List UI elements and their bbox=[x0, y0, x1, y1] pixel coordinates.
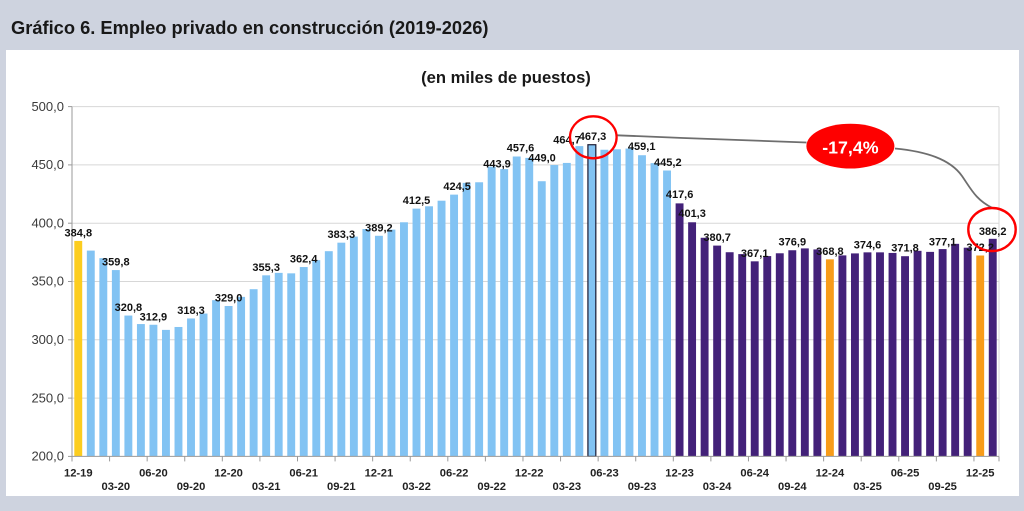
svg-text:467,3: 467,3 bbox=[579, 131, 607, 143]
svg-text:417,6: 417,6 bbox=[666, 189, 694, 201]
svg-text:03-20: 03-20 bbox=[101, 481, 130, 493]
svg-text:450,0: 450,0 bbox=[31, 157, 64, 172]
svg-text:464,7: 464,7 bbox=[553, 134, 581, 146]
svg-text:Gráfico 6. Empleo privado en c: Gráfico 6. Empleo privado en construcció… bbox=[11, 17, 489, 38]
svg-text:(en miles de puestos): (en miles de puestos) bbox=[421, 68, 591, 87]
svg-text:-17,4%: -17,4% bbox=[822, 137, 879, 157]
svg-text:459,1: 459,1 bbox=[628, 141, 656, 153]
svg-text:09-24: 09-24 bbox=[778, 481, 807, 493]
svg-text:250,0: 250,0 bbox=[31, 390, 64, 405]
svg-text:424,5: 424,5 bbox=[443, 181, 471, 193]
svg-text:457,6: 457,6 bbox=[507, 143, 535, 155]
svg-text:09-21: 09-21 bbox=[327, 481, 356, 493]
svg-text:03-24: 03-24 bbox=[703, 481, 732, 493]
svg-text:12-19: 12-19 bbox=[64, 468, 93, 480]
svg-text:376,9: 376,9 bbox=[779, 237, 807, 249]
svg-text:318,3: 318,3 bbox=[177, 305, 205, 317]
svg-text:384,8: 384,8 bbox=[65, 227, 93, 239]
svg-text:09-25: 09-25 bbox=[928, 481, 957, 493]
svg-text:300,0: 300,0 bbox=[31, 332, 64, 347]
svg-text:12-23: 12-23 bbox=[665, 468, 694, 480]
svg-text:09-22: 09-22 bbox=[477, 481, 506, 493]
svg-text:12-20: 12-20 bbox=[214, 468, 243, 480]
svg-text:445,2: 445,2 bbox=[654, 157, 682, 169]
svg-text:380,7: 380,7 bbox=[703, 232, 731, 244]
svg-text:09-20: 09-20 bbox=[177, 481, 206, 493]
svg-text:412,5: 412,5 bbox=[403, 195, 431, 207]
svg-text:320,8: 320,8 bbox=[115, 302, 143, 314]
svg-text:03-21: 03-21 bbox=[252, 481, 281, 493]
svg-text:355,3: 355,3 bbox=[252, 262, 280, 274]
svg-text:12-25: 12-25 bbox=[966, 468, 995, 480]
svg-text:443,9: 443,9 bbox=[483, 159, 511, 171]
svg-text:12-21: 12-21 bbox=[365, 468, 394, 480]
svg-text:350,0: 350,0 bbox=[31, 274, 64, 289]
svg-text:389,2: 389,2 bbox=[365, 222, 393, 234]
svg-text:06-23: 06-23 bbox=[590, 468, 619, 480]
svg-text:374,6: 374,6 bbox=[854, 239, 882, 251]
svg-text:449,0: 449,0 bbox=[528, 153, 556, 165]
svg-text:06-20: 06-20 bbox=[139, 468, 168, 480]
svg-text:383,3: 383,3 bbox=[328, 229, 356, 241]
svg-text:312,9: 312,9 bbox=[140, 311, 168, 323]
svg-text:371,8: 371,8 bbox=[891, 243, 919, 255]
svg-text:329,0: 329,0 bbox=[215, 293, 243, 305]
svg-text:400,0: 400,0 bbox=[31, 215, 64, 230]
svg-text:06-24: 06-24 bbox=[740, 468, 769, 480]
svg-text:12-22: 12-22 bbox=[515, 468, 544, 480]
svg-text:386,2: 386,2 bbox=[979, 226, 1007, 238]
svg-text:03-25: 03-25 bbox=[853, 481, 882, 493]
svg-text:200,0: 200,0 bbox=[31, 449, 64, 464]
svg-text:06-21: 06-21 bbox=[289, 468, 318, 480]
svg-text:362,4: 362,4 bbox=[290, 254, 318, 266]
svg-text:368,8: 368,8 bbox=[816, 246, 844, 258]
svg-text:500,0: 500,0 bbox=[31, 99, 64, 114]
svg-text:06-22: 06-22 bbox=[440, 468, 469, 480]
svg-text:359,8: 359,8 bbox=[102, 257, 130, 269]
svg-text:03-23: 03-23 bbox=[552, 481, 581, 493]
svg-text:367,1: 367,1 bbox=[741, 248, 769, 260]
svg-text:06-25: 06-25 bbox=[891, 468, 920, 480]
svg-text:377,1: 377,1 bbox=[929, 236, 957, 248]
svg-text:03-22: 03-22 bbox=[402, 481, 431, 493]
svg-text:09-23: 09-23 bbox=[628, 481, 657, 493]
svg-text:401,3: 401,3 bbox=[678, 208, 706, 220]
svg-text:12-24: 12-24 bbox=[816, 468, 845, 480]
